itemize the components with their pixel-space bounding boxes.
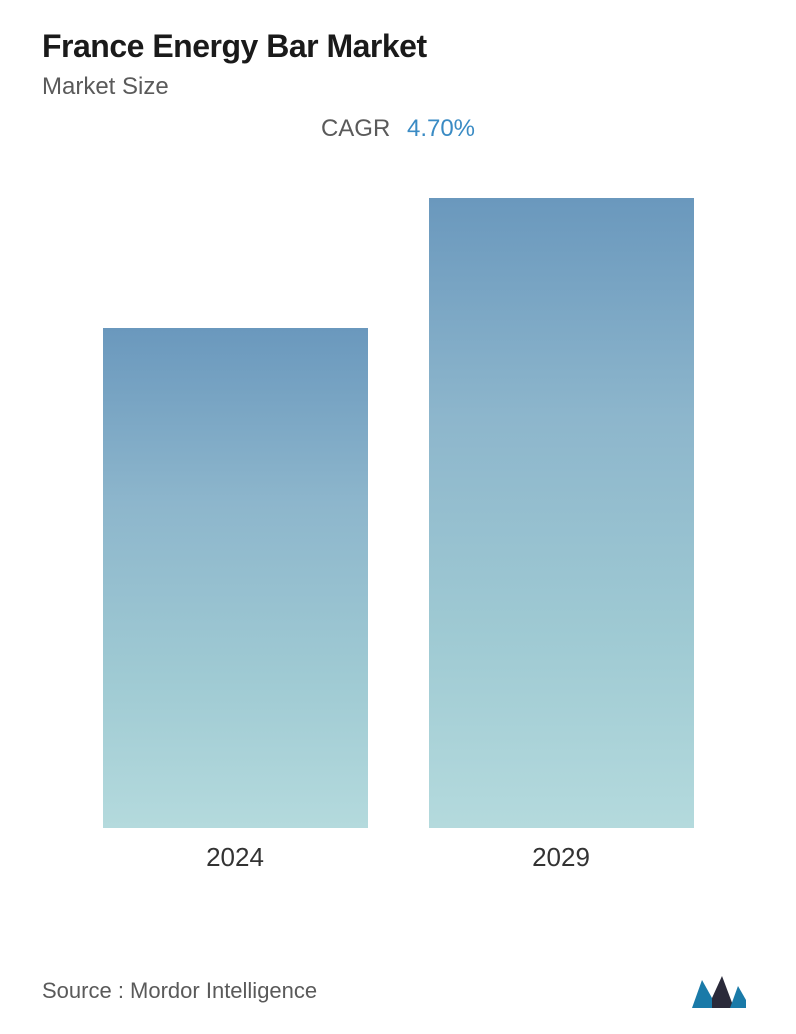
cagr-label: CAGR — [321, 115, 390, 142]
bar — [429, 198, 694, 828]
mordor-logo-icon — [690, 972, 754, 1010]
cagr-value: 4.70% — [407, 115, 475, 142]
bar — [103, 328, 368, 828]
cagr-row: CAGR 4.70% — [42, 115, 754, 143]
bar-category-label: 2029 — [532, 842, 590, 873]
chart-footer: Source : Mordor Intelligence — [42, 972, 754, 1010]
chart-title: France Energy Bar Market — [42, 28, 754, 65]
bar-group: 2024 — [103, 328, 368, 873]
bar-category-label: 2024 — [206, 842, 264, 873]
bar-chart: 2024 2029 — [42, 153, 754, 873]
chart-subtitle: Market Size — [42, 73, 754, 101]
bar-group: 2029 — [429, 198, 694, 873]
source-text: Source : Mordor Intelligence — [42, 978, 317, 1004]
